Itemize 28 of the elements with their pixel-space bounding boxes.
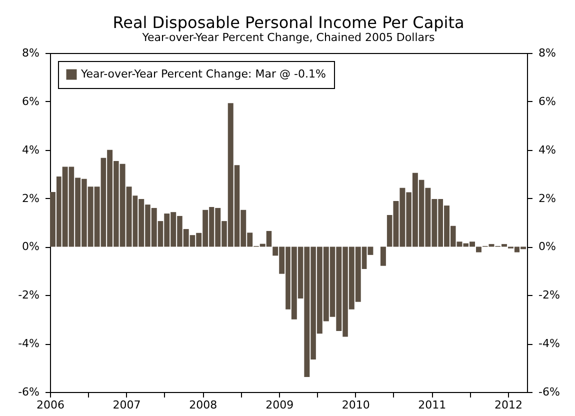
bar [476,246,482,252]
y-tick-label: 2% [22,192,40,205]
chart-title: Real Disposable Personal Income Per Capita [112,13,464,32]
x-tick-label: 2008 [189,398,218,412]
y-tick-label: 0% [22,240,40,254]
x-tick-label: 2006 [36,398,64,412]
x-tick-label: 2007 [112,398,141,412]
y2-tick-label: 0% [538,240,556,254]
chart-subtitle: Year-over-Year Percent Change, Chained 2005 Dollars [141,31,436,44]
y2-tick-label: -6% [538,386,560,398]
y2-tick-label: -2% [538,288,560,302]
x-tick-label: 2012 [494,398,522,412]
y-tick-label: 4% [22,143,40,156]
y2-tick-label: 6% [538,94,556,108]
y-tick-label: 6% [22,94,40,108]
y-tick-label: -2% [18,288,40,302]
y2-tick-label: 8% [538,46,556,60]
x-tick-label: 2011 [418,398,446,412]
x-tick-label: 2010 [342,398,370,412]
y2-tick-label: 2% [538,192,556,205]
y-tick-label: 8% [22,46,40,60]
bar [380,246,386,266]
y2-tick-label: 4% [538,143,556,156]
legend-label: Year-over-Year Percent Change: Mar @ -0.1% [80,68,326,80]
y-tick-label: -6% [18,386,40,398]
y2-tick-label: -4% [538,337,560,350]
x-tick-label: 2009 [266,398,294,412]
y-tick-label: -4% [18,337,40,350]
